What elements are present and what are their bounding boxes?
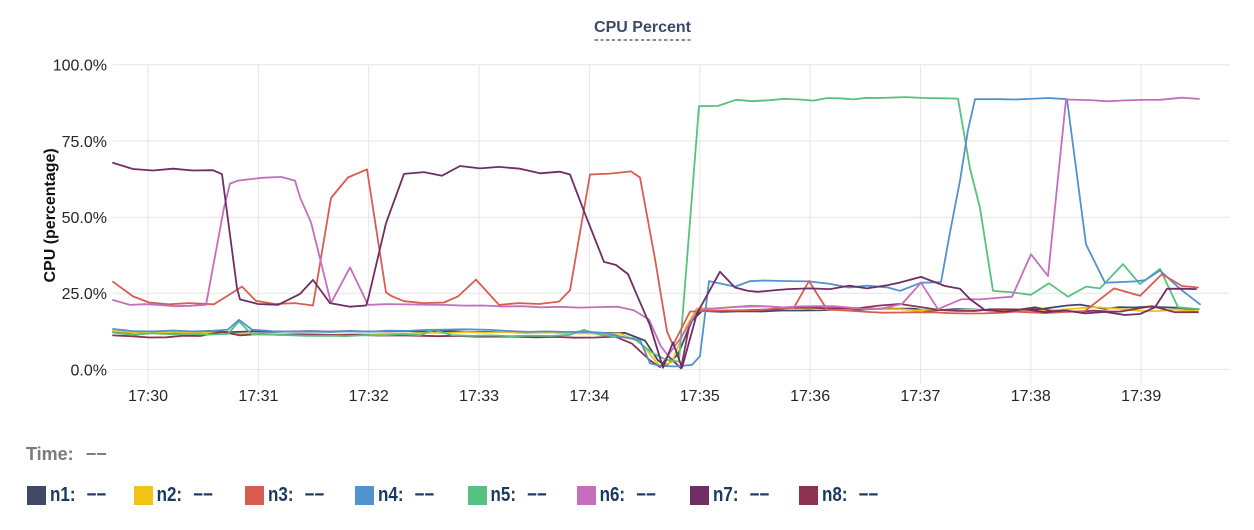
svg-text:75.0%: 75.0% [62, 134, 107, 151]
svg-text:50.0%: 50.0% [62, 210, 107, 227]
svg-text:17:39: 17:39 [1121, 388, 1161, 405]
svg-text:17:35: 17:35 [680, 388, 720, 405]
svg-text:0.0%: 0.0% [71, 362, 107, 379]
svg-text:100.0%: 100.0% [53, 58, 107, 75]
svg-text:17:38: 17:38 [1011, 388, 1051, 405]
svg-text:25.0%: 25.0% [62, 286, 107, 303]
svg-text:17:34: 17:34 [569, 388, 609, 405]
svg-text:CPU (percentage): CPU (percentage) [42, 148, 59, 282]
svg-text:17:30: 17:30 [128, 388, 168, 405]
svg-text:17:37: 17:37 [900, 388, 940, 405]
svg-text:17:31: 17:31 [238, 388, 278, 405]
svg-text:17:32: 17:32 [349, 388, 389, 405]
svg-text:17:33: 17:33 [459, 388, 499, 405]
svg-text:17:36: 17:36 [790, 388, 830, 405]
